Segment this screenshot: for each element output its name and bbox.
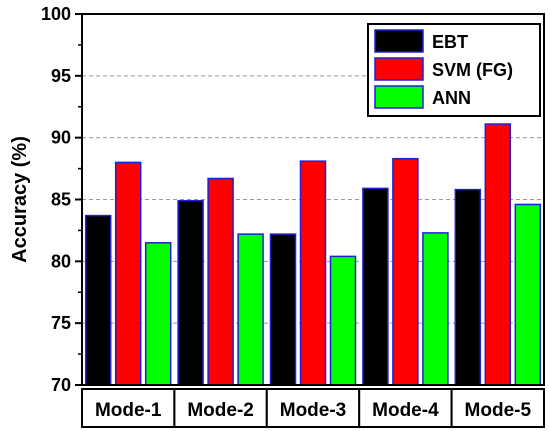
bar-ebt-mode-1 [84, 214, 112, 386]
x-axis: Mode-1 Mode-2 Mode-3 Mode-4 Mode-5 [81, 388, 546, 428]
legend-swatch [374, 85, 424, 109]
x-category-label: Mode-2 [187, 400, 254, 421]
legend-swatch [374, 57, 424, 81]
bar-ann-mode-2 [237, 233, 264, 386]
legend-swatch [374, 29, 424, 53]
y-axis: 70 75 80 85 90 95 100 [41, 4, 82, 395]
y-tick-label: 90 [51, 128, 71, 148]
y-axis-title: Accuracy (%) [9, 136, 31, 263]
bar-ann-mode-4 [422, 232, 449, 386]
bar-svm-fg-mode-5 [484, 123, 512, 386]
legend-label: SVM (FG) [432, 60, 513, 80]
y-tick-label: 75 [51, 313, 71, 333]
bar-ebt-mode-5 [454, 188, 482, 386]
bar-svm-fg-mode-4 [392, 157, 419, 386]
category-box [173, 388, 268, 428]
bars [84, 123, 542, 386]
x-category-label: Mode-4 [372, 400, 439, 421]
y-tick-label: 70 [51, 375, 71, 395]
bar-ebt-mode-2 [177, 199, 204, 386]
y-tick-label: 100 [41, 4, 71, 24]
legend-label: ANN [432, 88, 471, 108]
x-category-label: Mode-5 [465, 400, 532, 421]
bar-svm-fg-mode-2 [207, 177, 234, 386]
bar-ann-mode-3 [329, 255, 357, 386]
category-box [358, 388, 453, 428]
y-tick-label: 85 [51, 190, 71, 210]
bar-ann-mode-5 [514, 203, 542, 386]
x-category-label: Mode-1 [95, 400, 162, 421]
x-category-label: Mode-3 [280, 400, 347, 421]
y-tick-label: 80 [51, 251, 71, 271]
category-box [450, 388, 546, 428]
y-tick-label: 95 [51, 66, 71, 86]
bar-ebt-mode-4 [362, 187, 389, 386]
bar-svm-fg-mode-3 [299, 160, 327, 386]
legend: EBT SVM (FG) ANN [367, 23, 541, 117]
bar-ann-mode-1 [144, 242, 172, 386]
bar-ebt-mode-3 [269, 233, 297, 386]
category-box [265, 388, 361, 428]
legend-label: EBT [432, 32, 468, 52]
bar-svm-fg-mode-1 [114, 161, 142, 386]
